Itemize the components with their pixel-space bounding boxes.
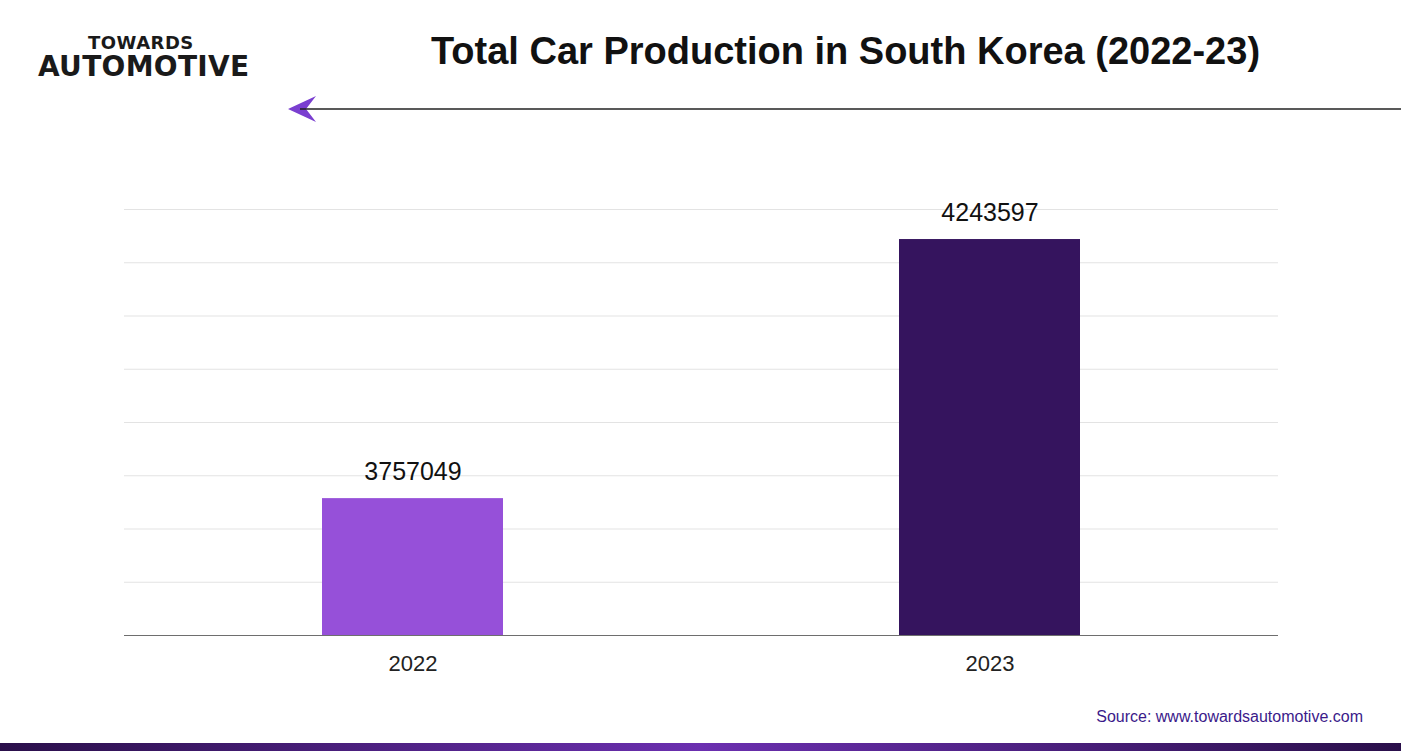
svg-text:3757049: 3757049 <box>364 457 461 485</box>
html-text:Source: www.towardsautomotive.: Source: www.towardsautomotive.com <box>1096 708 1363 725</box>
html-text:TOWARDS: TOWARDS <box>88 32 194 53</box>
html-text:Total Car Production in South: Total Car Production in South Korea (202… <box>431 30 1260 72</box>
svg-text:4243597: 4243597 <box>941 198 1038 226</box>
html-text:AUTOMOTIVE: AUTOMOTIVE <box>38 50 250 83</box>
svg-text:2022: 2022 <box>389 651 438 676</box>
svg-text:2023: 2023 <box>966 651 1015 676</box>
